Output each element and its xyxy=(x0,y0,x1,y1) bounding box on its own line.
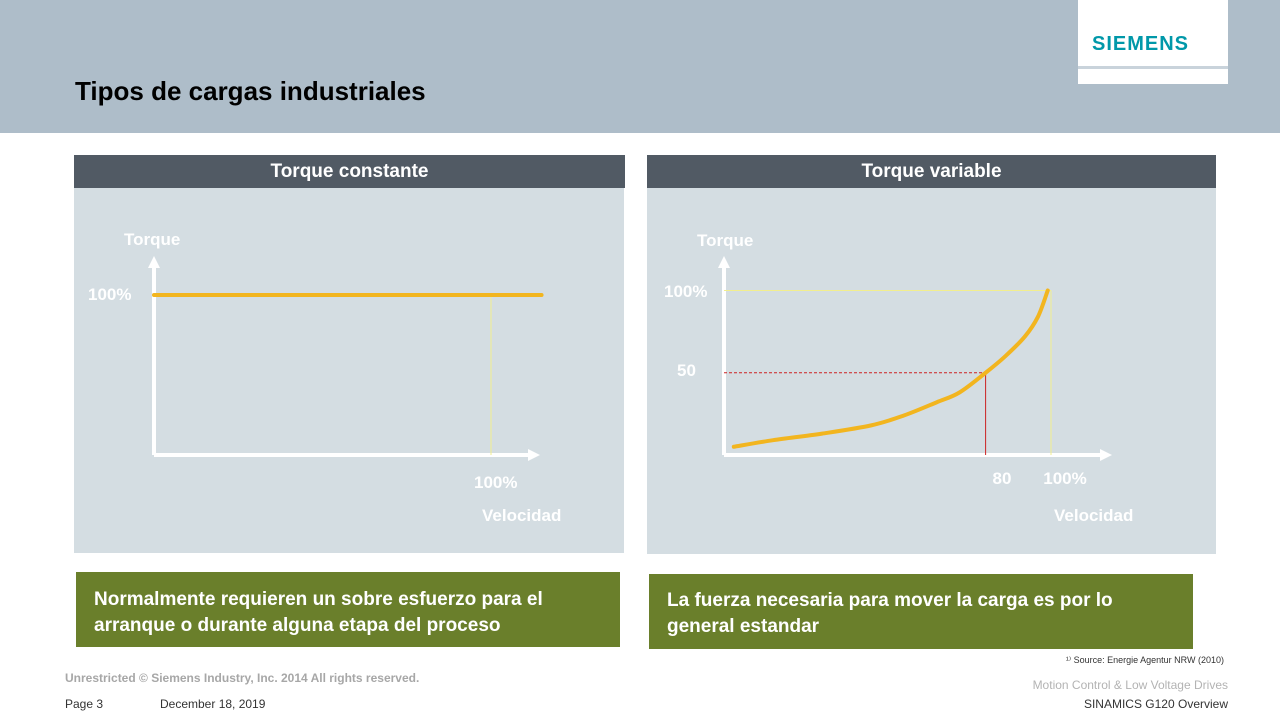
footer-date: December 18, 2019 xyxy=(160,697,266,711)
y-tick-label: 50 xyxy=(677,361,696,380)
logo-text: SIEMENS xyxy=(1092,33,1190,55)
y-axis-title: Torque xyxy=(697,231,753,250)
footer-division: Motion Control & Low Voltage Drives xyxy=(1032,678,1228,692)
y-tick-label: 100% xyxy=(88,285,131,304)
y-tick-label: 100% xyxy=(664,282,707,301)
x-axis-title: Velocidad xyxy=(1054,506,1133,525)
page-title: Tipos de cargas industriales xyxy=(75,76,426,106)
x-axis-title: Velocidad xyxy=(482,506,561,525)
footer-copyright: Unrestricted © Siemens Industry, Inc. 20… xyxy=(65,671,420,685)
torque-curve xyxy=(731,288,1050,449)
chart-variable-torque: Torque 100% 50 80 100% Velocidad xyxy=(664,231,1133,525)
footer-source-note: ¹⁾ Source: Energie Agentur NRW (2010) xyxy=(1065,655,1224,665)
footer-page-number: Page 3 xyxy=(65,697,104,711)
panel-heading-variable-torque: Torque variable xyxy=(647,155,1216,188)
header-band xyxy=(0,0,1280,133)
y-axis-arrow xyxy=(718,256,730,268)
y-axis-arrow xyxy=(148,256,160,268)
x-tick-label: 100% xyxy=(474,473,517,492)
note-constant-torque: Normalmente requieren un sobre esfuerzo … xyxy=(76,572,620,647)
panel-heading-constant-torque: Torque constante xyxy=(74,155,625,188)
x-tick-label: 80 xyxy=(993,469,1012,488)
x-axis-arrow xyxy=(528,449,540,461)
note-variable-torque: La fuerza necesaria para mover la carga … xyxy=(649,574,1193,649)
footer-product: SINAMICS G120 Overview xyxy=(1083,697,1228,711)
x-tick-label: 100% xyxy=(1043,469,1086,488)
y-axis-title: Torque xyxy=(124,230,180,249)
panel-body-constant-torque: Torque 100% 100% Velocidad xyxy=(74,188,624,553)
panel-body-variable-torque: Torque 100% 50 80 100% Velocidad xyxy=(647,188,1216,554)
logo-divider xyxy=(1078,66,1228,69)
x-axis-arrow xyxy=(1100,449,1112,461)
chart-constant-torque: Torque 100% 100% Velocidad xyxy=(88,230,561,525)
siemens-logo: SIEMENS xyxy=(1078,0,1228,84)
